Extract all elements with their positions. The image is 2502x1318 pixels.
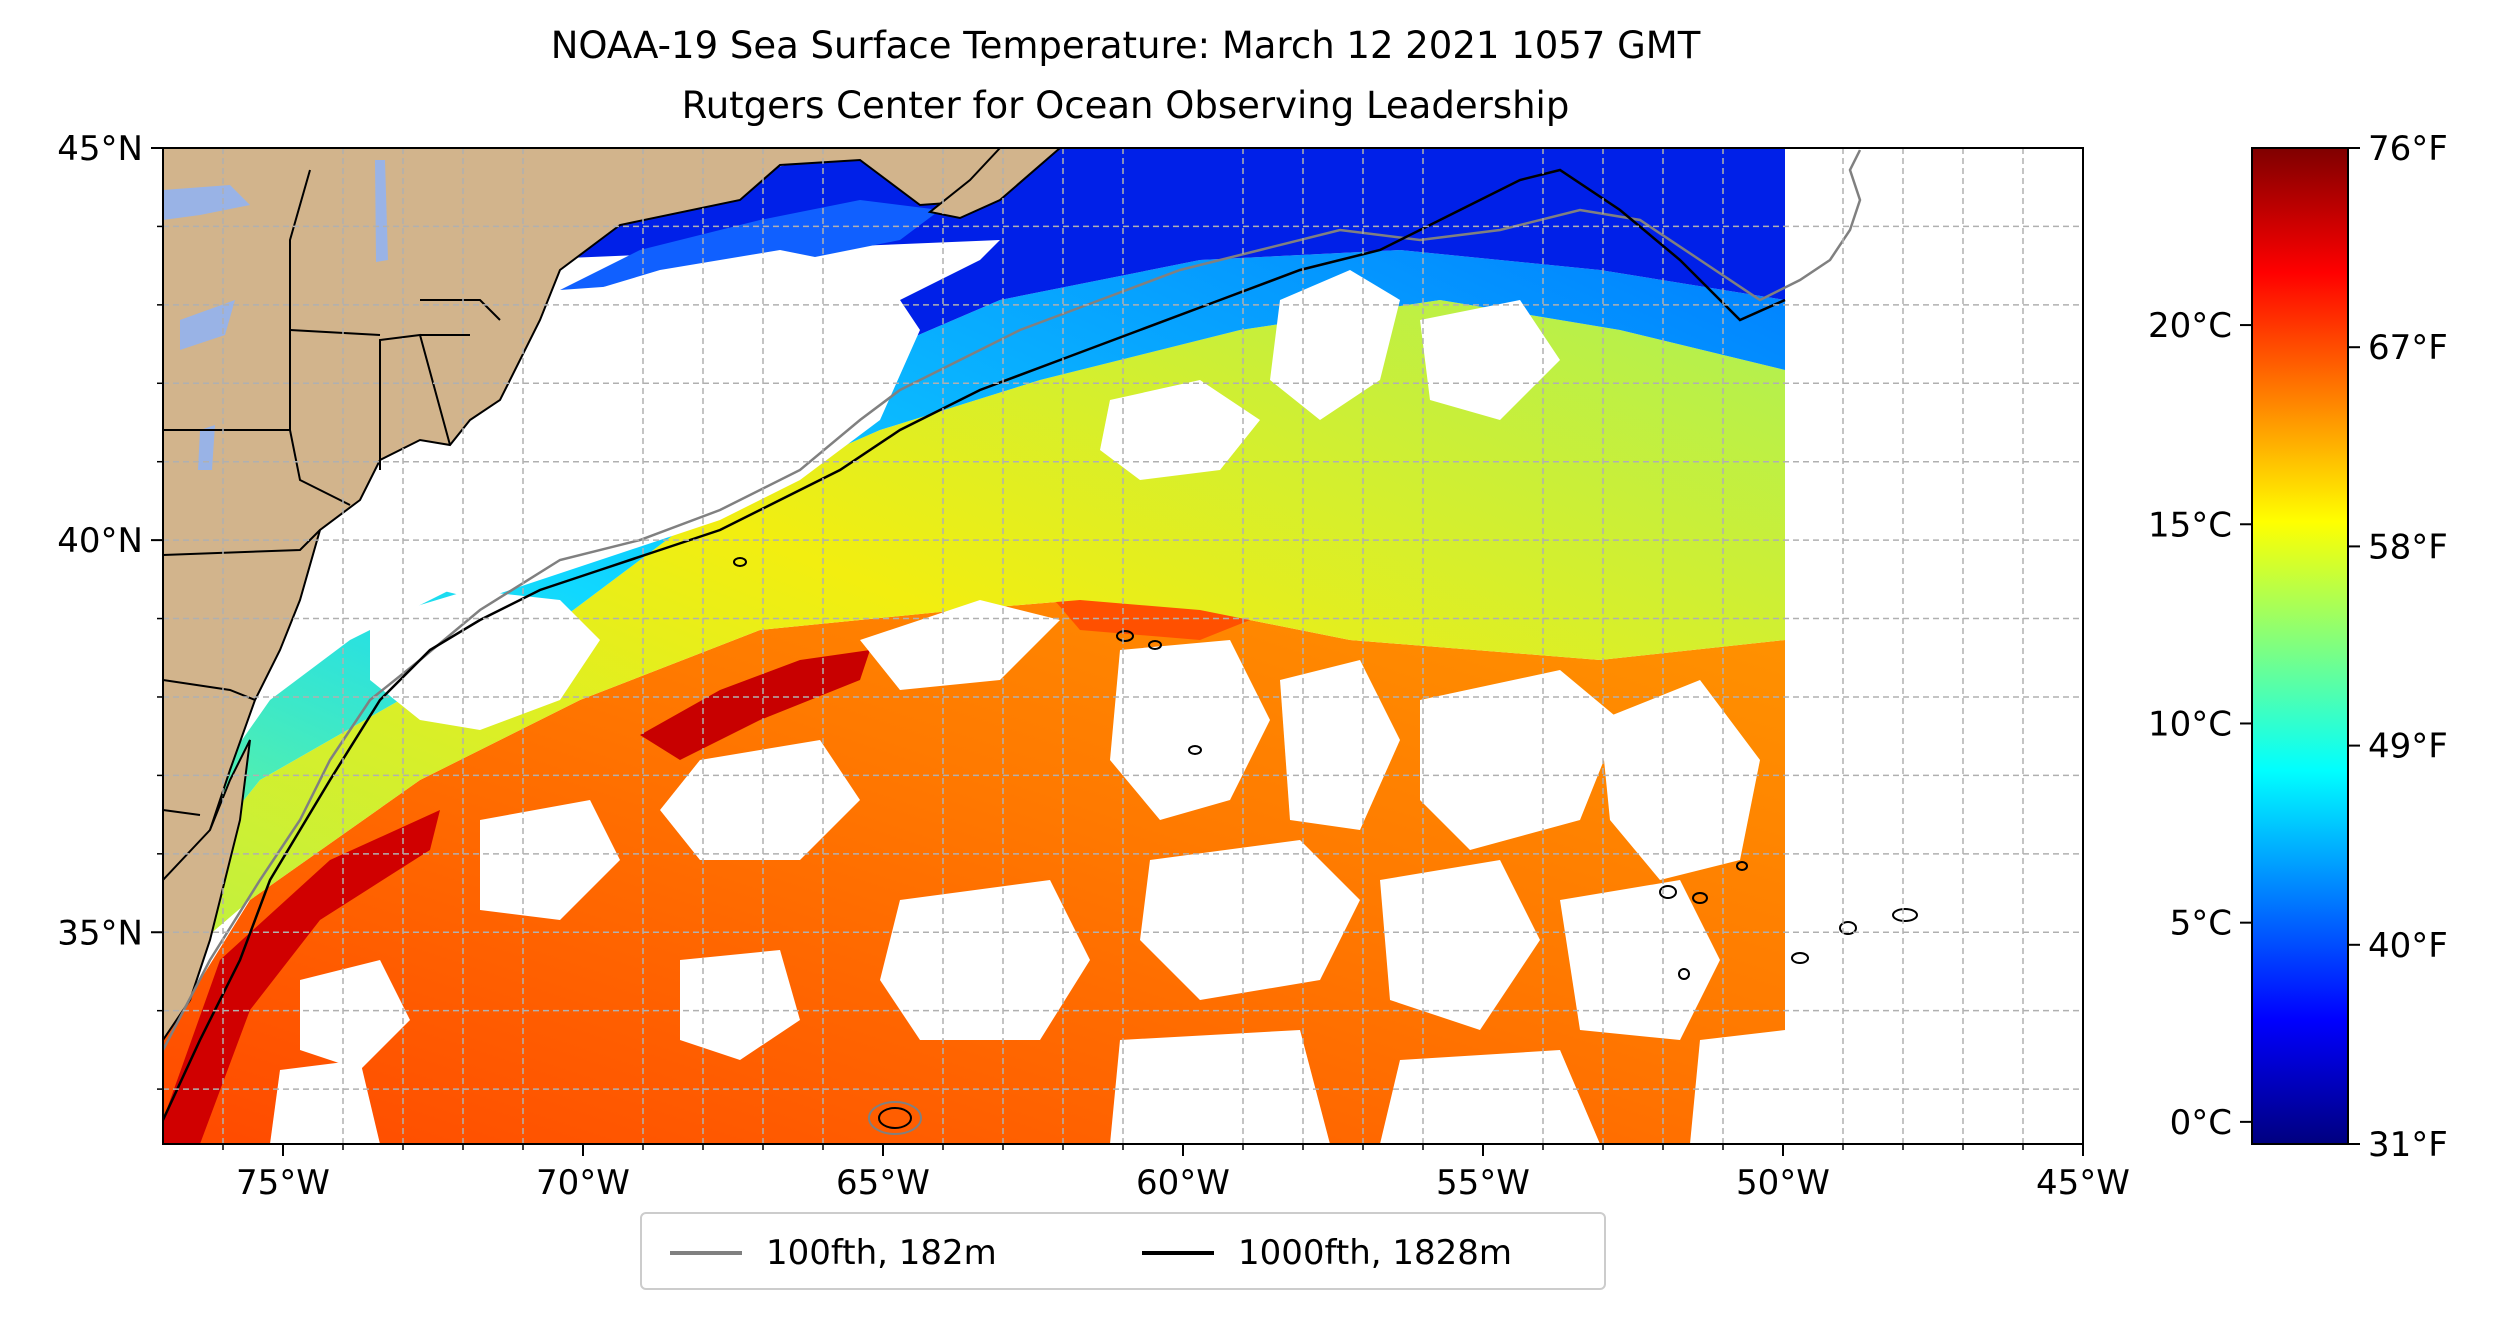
fahrenheit-tick-label: 76°F — [2368, 129, 2448, 169]
lakes — [163, 160, 388, 470]
state-borders — [163, 169, 501, 816]
legend-line-1000fth — [1142, 1251, 1214, 1255]
seamount-contours — [733, 557, 1918, 1129]
legend-label-100fth: 100fth, 182m — [766, 1233, 997, 1273]
seamount-contours-shallow — [868, 1101, 922, 1135]
lat-lon-grid — [163, 148, 2083, 1144]
fahrenheit-tick-label: 40°F — [2368, 926, 2448, 966]
lon-tick-label: 75°W — [236, 1163, 330, 1203]
celsius-tick-label: 0°C — [2170, 1103, 2232, 1143]
celsius-ticks: 20°C 15°C 10°C 5°C 0°C — [2148, 306, 2252, 1143]
celsius-tick-label: 10°C — [2148, 704, 2232, 744]
cold-water-region — [520, 148, 1785, 360]
fahrenheit-tick-label: 58°F — [2368, 527, 2448, 567]
lon-tick-label: 50°W — [1736, 1163, 1830, 1203]
contour-legend: 100fth, 182m 1000fth, 1828m — [640, 1212, 1606, 1290]
no-data-region — [1785, 148, 2083, 1144]
legend-item-1000fth: 1000fth, 1828m — [1142, 1214, 1512, 1292]
latitude-ticks: 45°N 40°N 35°N — [57, 129, 163, 1090]
longitude-ticks: 75°W 70°W 65°W 60°W 55°W 50°W 45°W — [222, 1144, 2130, 1203]
bathymetry-1000fth-contour — [163, 168, 1786, 1121]
hot-core-region — [163, 810, 440, 1144]
fahrenheit-tick-label: 67°F — [2368, 328, 2448, 368]
nova-scotia-land — [927, 148, 1062, 220]
lat-tick-label: 45°N — [57, 129, 143, 169]
gulf-of-maine-water — [560, 200, 940, 290]
map-title: NOAA-19 Sea Surface Temperature: March 1… — [550, 24, 1701, 67]
celsius-tick-label: 15°C — [2148, 505, 2232, 545]
celsius-tick-label: 5°C — [2170, 904, 2232, 944]
bathymetry-100fth-contour — [163, 149, 1862, 1051]
lon-tick-label: 65°W — [836, 1163, 930, 1203]
slope-water-region — [180, 300, 1785, 960]
legend-line-100fth — [670, 1251, 742, 1255]
lat-tick-label: 40°N — [57, 521, 143, 561]
delmarva-land — [163, 739, 251, 1042]
colorbar — [2251, 147, 2349, 1145]
lon-tick-label: 60°W — [1136, 1163, 1230, 1203]
lon-tick-label: 70°W — [536, 1163, 630, 1203]
fahrenheit-ticks: 76°F 67°F 58°F 49°F 40°F 31°F — [2348, 129, 2448, 1165]
lon-tick-label: 45°W — [2036, 1163, 2130, 1203]
celsius-tick-label: 20°C — [2148, 306, 2232, 346]
legend-label-1000fth: 1000fth, 1828m — [1238, 1233, 1513, 1273]
lon-tick-label: 55°W — [1436, 1163, 1530, 1203]
lat-tick-label: 35°N — [57, 913, 143, 953]
map-subtitle: Rutgers Center for Ocean Observing Leade… — [681, 84, 1570, 127]
legend-item-100fth: 100fth, 182m — [670, 1214, 997, 1292]
fahrenheit-tick-label: 31°F — [2368, 1125, 2448, 1165]
hot-filament — [640, 650, 870, 760]
fahrenheit-tick-label: 49°F — [2368, 727, 2448, 767]
